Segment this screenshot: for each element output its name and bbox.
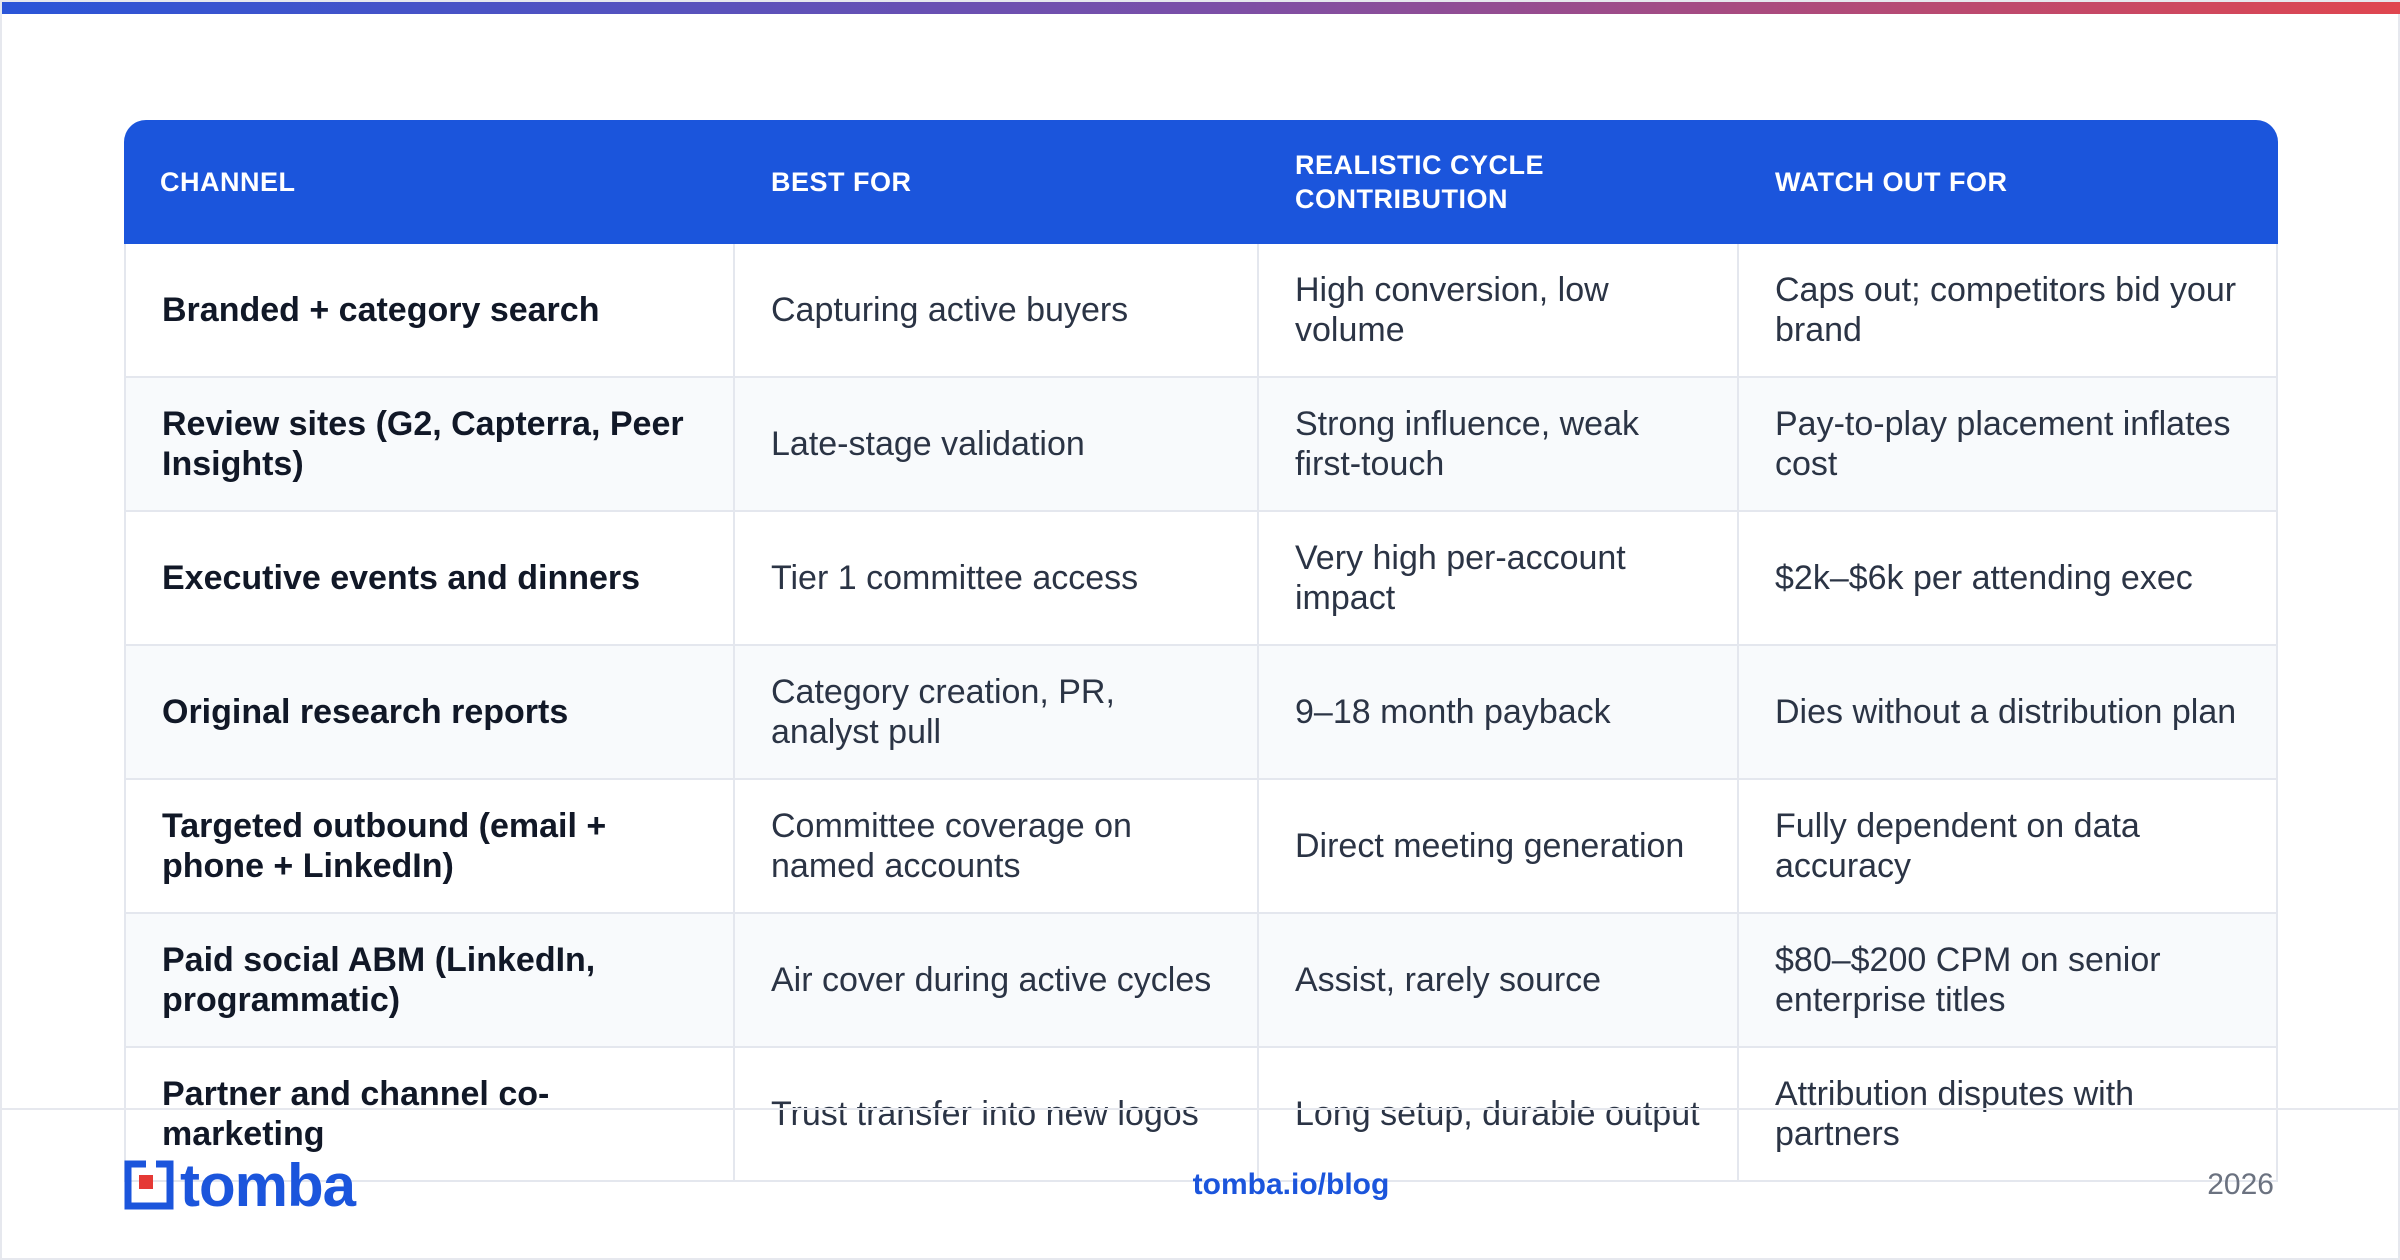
table-cell: Fully dependent on data accuracy bbox=[1739, 780, 2278, 914]
table-cell: Pay-to-play placement inflates cost bbox=[1739, 378, 2278, 512]
table-cell: Assist, rarely source bbox=[1259, 914, 1739, 1048]
table-row: Branded + category search Capturing activ… bbox=[124, 244, 2278, 378]
logo: tomba bbox=[124, 1152, 356, 1219]
top-bar bbox=[2, 2, 2400, 14]
channel-cell: Targeted outbound (email + phone + Linke… bbox=[124, 780, 735, 914]
table-row: Targeted outbound (email + phone + Linke… bbox=[124, 780, 2278, 914]
table-body: Branded + category search Capturing activ… bbox=[124, 244, 2278, 1182]
channel-cell: Branded + category search bbox=[124, 244, 735, 378]
table-cell: $80–$200 CPM on senior enterprise titles bbox=[1739, 914, 2278, 1048]
table-row: Executive events and dinners Tier 1 commi… bbox=[124, 512, 2278, 646]
blog-link[interactable]: tomba.io/blog bbox=[1192, 1168, 1390, 1201]
table-cell: Dies without a distribution plan bbox=[1739, 646, 2278, 780]
table-cell: Trust transfer into new logos bbox=[735, 1048, 1259, 1182]
table-row: Paid social ABM (LinkedIn, programmatic)… bbox=[124, 914, 2278, 1048]
column-header: WATCH OUT FOR bbox=[1739, 120, 2278, 244]
table-cell: Strong influence, weak first-touch bbox=[1259, 378, 1739, 512]
logo-icon bbox=[124, 1160, 174, 1210]
channel-cell: Paid social ABM (LinkedIn, programmatic) bbox=[124, 914, 735, 1048]
logo-text: tomba bbox=[180, 1151, 356, 1219]
table-cell: Category creation, PR, analyst pull bbox=[735, 646, 1259, 780]
table-cell: Attribution disputes with partners bbox=[1739, 1048, 2278, 1182]
table-cell: Late-stage validation bbox=[735, 378, 1259, 512]
table-cell: Air cover during active cycles bbox=[735, 914, 1259, 1048]
column-header: CHANNEL bbox=[124, 120, 735, 244]
channel-cell: Partner and channel co-marketing bbox=[124, 1048, 735, 1182]
table-cell: Caps out; competitors bid your brand bbox=[1739, 244, 2278, 378]
table-cell: Tier 1 committee access bbox=[735, 512, 1259, 646]
table-cell: Capturing active buyers bbox=[735, 244, 1259, 378]
table-cell: $2k–$6k per attending exec bbox=[1739, 512, 2278, 646]
table-cell: 9–18 month payback bbox=[1259, 646, 1739, 780]
table-cell: Long setup, durable output bbox=[1259, 1048, 1739, 1182]
divider bbox=[2, 1108, 2400, 1110]
header-row: CHANNEL BEST FOR REALISTIC CYCLE CONTRIBUT… bbox=[124, 120, 2278, 244]
table: CHANNEL BEST FOR REALISTIC CYCLE CONTRIBUT… bbox=[124, 120, 2278, 1182]
year: 2026 bbox=[2207, 1168, 2274, 1201]
table-row: Original research reports Category creati… bbox=[124, 646, 2278, 780]
channel-cell: Executive events and dinners bbox=[124, 512, 735, 646]
channel-cell: Review sites (G2, Capterra, Peer Insight… bbox=[124, 378, 735, 512]
table-cell: Direct meeting generation bbox=[1259, 780, 1739, 914]
table-cell: Very high per-account impact bbox=[1259, 512, 1739, 646]
table-row: Partner and channel co-marketing Trust tr… bbox=[124, 1048, 2278, 1182]
table-cell: Committee coverage on named accounts bbox=[735, 780, 1259, 914]
channel-cell: Original research reports bbox=[124, 646, 735, 780]
column-header: REALISTIC CYCLE CONTRIBUTION bbox=[1259, 120, 1739, 244]
table-cell: High conversion, low volume bbox=[1259, 244, 1739, 378]
column-header: BEST FOR bbox=[735, 120, 1259, 244]
table-row: Review sites (G2, Capterra, Peer Insight… bbox=[124, 378, 2278, 512]
